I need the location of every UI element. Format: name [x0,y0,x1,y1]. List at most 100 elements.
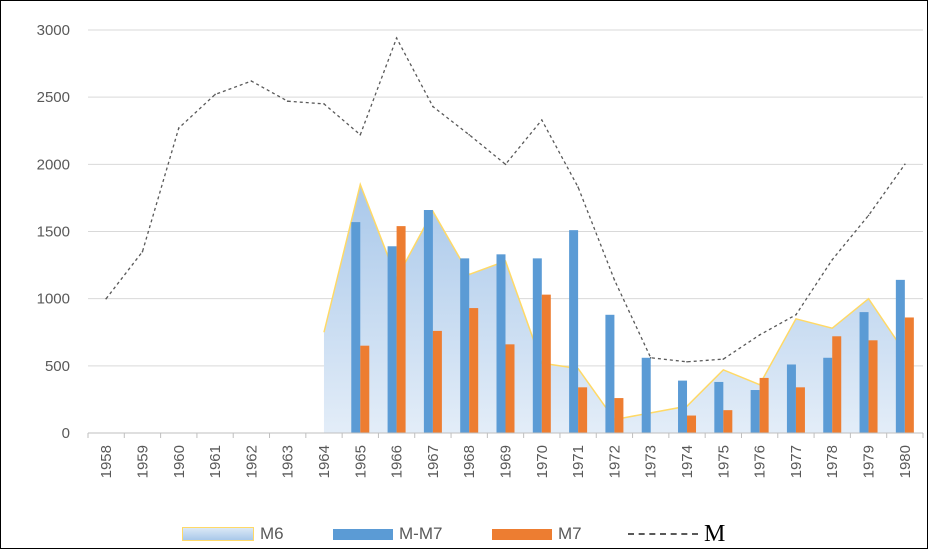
m-line-point [359,133,362,136]
bar-m7 [469,308,479,433]
x-tick-label: 1971 [570,445,587,478]
m-line-point [504,163,507,166]
x-tick-label: 1979 [861,445,878,478]
x-tick-label: 1968 [461,445,478,478]
bar-m7 [723,410,733,433]
bar-m-m7 [895,279,905,433]
legend: M6 M-M7 M7 M [0,520,928,548]
y-tick-label: 2000 [37,156,70,173]
x-tick-label: 1963 [280,445,297,478]
m-line-point [831,258,834,261]
m-line-point [867,214,870,217]
y-tick-label: 3000 [37,22,70,39]
x-axis [87,432,924,438]
m-line-point [758,334,761,336]
m6-area-fill [323,184,905,433]
legend-item-m-m7: M-M7 [333,520,442,548]
x-axis-tick-labels: 1958 1959 1960 1961 1962 1963 1964 1965 1966 1967… [98,445,914,478]
bar-series [351,210,914,433]
m-line-point [577,186,579,188]
m6-area-series [323,181,906,433]
legend-label-m: M [704,520,726,547]
bar-m-m7 [532,258,542,433]
x-tick-label: 1966 [389,445,406,478]
m-line-point [214,93,216,96]
m-line-point [541,119,543,121]
m-line-point [286,100,289,102]
bar-m7 [505,344,515,433]
legend-label-m7: M7 [558,524,582,543]
bar-m7 [578,387,588,433]
bar-m-m7 [460,258,470,433]
y-tick-label: 2500 [37,89,70,106]
m-line-point [177,127,180,129]
legend-swatch-m [628,533,698,535]
bar-m-m7 [496,254,506,433]
m-line-point [250,80,253,82]
bar-m7 [396,226,406,433]
x-tick-label: 1976 [752,445,769,478]
legend-item-m7: M7 [492,520,582,548]
bar-m7 [759,377,769,433]
x-tick-label: 1972 [606,445,623,478]
m-line-point [141,250,144,253]
legend-swatch-m7 [492,528,552,540]
legend-item-m6: M6 [182,520,284,548]
bar-m-m7 [569,230,579,433]
y-tick-label: 500 [45,358,70,375]
bar-m-m7 [678,380,688,433]
bar-m-m7 [423,210,433,433]
legend-swatch-m6 [182,527,254,541]
m-line-point [795,313,797,316]
m-line-point [649,356,652,359]
x-tick-label: 1970 [534,445,551,478]
m-line-point [323,103,325,105]
m-line-point [468,133,470,136]
bar-m-m7 [641,357,651,433]
x-tick-label: 1973 [643,445,660,478]
x-tick-label: 1960 [171,445,188,478]
x-tick-label: 1975 [715,445,732,478]
combo-chart: 0 500 1000 1500 2000 2500 3000 1958 1959 1960 196… [37,22,924,478]
bar-m-m7 [714,381,724,433]
bar-m7 [687,415,697,433]
x-tick-label: 1969 [498,445,515,478]
bar-m-m7 [786,364,796,433]
legend-label-m-m7: M-M7 [399,524,443,543]
bar-m7 [541,294,551,433]
bar-m-m7 [387,246,397,433]
x-tick-label: 1980 [897,445,914,478]
x-tick-label: 1967 [425,445,442,478]
bar-m-m7 [750,390,760,433]
x-tick-label: 1962 [243,445,260,478]
x-tick-label: 1965 [352,445,369,478]
m-line-point [613,279,616,281]
y-tick-label: 0 [62,425,70,442]
bar-m7 [904,317,914,433]
legend-label-m6: M6 [260,524,284,543]
y-axis-tick-labels: 0 500 1000 1500 2000 2500 3000 [37,22,70,442]
x-tick-label: 1961 [207,445,224,478]
bar-m-m7 [823,357,833,433]
bar-m7 [432,330,442,433]
legend-swatch-m-m7 [333,528,393,540]
bar-m-m7 [605,314,615,433]
bar-m7 [868,340,878,433]
x-tick-label: 1958 [98,445,115,478]
x-tick-label: 1964 [316,445,333,478]
x-tick-label: 1959 [134,445,151,478]
x-tick-label: 1978 [824,445,841,478]
m-line-point [395,37,398,39]
bar-m-m7 [859,312,869,433]
m-line-point [105,297,107,300]
m-line-point [686,361,688,363]
x-tick-label: 1974 [679,445,696,478]
bar-m7 [614,398,624,433]
y-tick-label: 1000 [37,291,70,308]
y-tick-label: 1500 [37,224,70,241]
m-line-point [722,358,725,360]
m-line-point [432,105,434,108]
bar-m-m7 [351,222,361,433]
m-line-point [904,163,906,166]
bar-m7 [795,387,805,433]
